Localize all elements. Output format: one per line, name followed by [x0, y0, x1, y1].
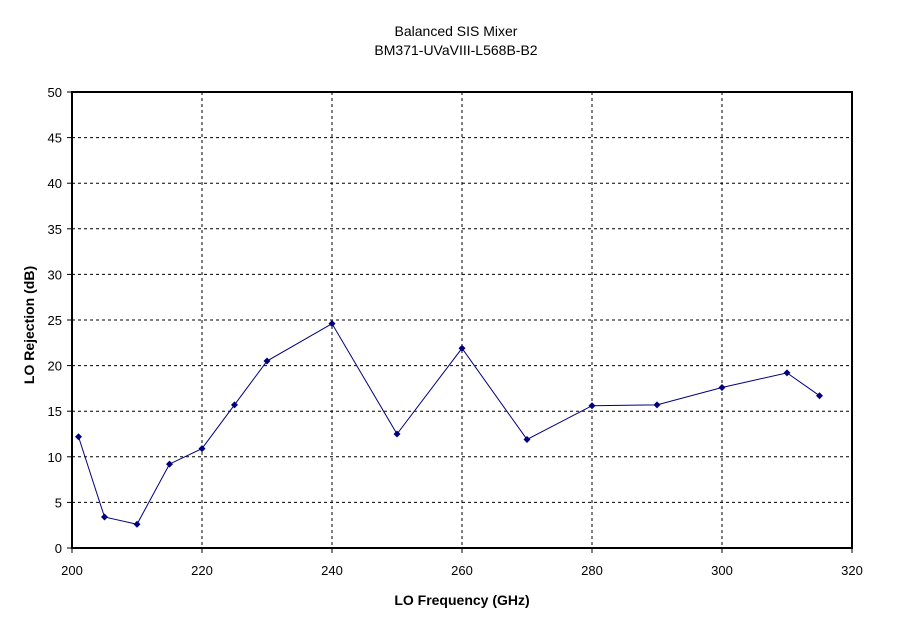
plot-frame	[71, 91, 853, 549]
chart-title: Balanced SIS Mixer	[395, 23, 518, 39]
y-tick-label: 20	[48, 359, 62, 374]
data-point	[588, 402, 596, 410]
chart-subtitle: BM371-UVaVIII-L568B-B2	[374, 42, 537, 58]
data-point	[783, 369, 791, 377]
y-tick-label: 10	[48, 450, 62, 465]
series-line	[78, 322, 820, 525]
x-tick-label: 240	[321, 563, 343, 578]
data-point	[231, 401, 238, 409]
data-point	[198, 445, 206, 453]
x-tick-label: 260	[451, 563, 473, 578]
x-axis-label: LO Frequency (GHz)	[394, 592, 529, 608]
data-point	[263, 357, 271, 365]
y-tick-label: 30	[48, 267, 62, 282]
y-tick-label: 45	[48, 131, 62, 146]
y-tick-label: 15	[48, 404, 62, 419]
data-point	[816, 392, 823, 400]
data-point	[133, 520, 141, 528]
series	[75, 320, 823, 528]
x-tick-label: 200	[61, 563, 83, 578]
data-point	[75, 433, 82, 441]
data-point	[458, 344, 466, 352]
tick-labels: 200 220 240 260 280 300 320 0 5 10 15 20 25 30 35 40 45 5…	[48, 85, 863, 578]
data-point	[718, 383, 726, 391]
y-tick-label: 50	[48, 85, 62, 100]
y-tick-label: 5	[55, 495, 62, 510]
x-tick-label: 280	[581, 563, 603, 578]
data-point	[166, 460, 173, 468]
data-point	[328, 320, 336, 328]
y-tick-label: 25	[48, 313, 62, 328]
x-tick-label: 300	[711, 563, 733, 578]
y-axis-label: LO Rejection (dB)	[21, 266, 37, 384]
data-point	[523, 435, 531, 443]
y-tick-label: 40	[48, 176, 62, 191]
x-tick-label: 320	[841, 563, 863, 578]
x-tick-label: 220	[191, 563, 213, 578]
data-point	[393, 430, 401, 438]
grid	[72, 92, 852, 548]
data-point	[653, 401, 661, 409]
y-tick-label: 35	[48, 222, 62, 237]
y-tick-label: 0	[55, 541, 62, 556]
data-point	[101, 513, 108, 521]
